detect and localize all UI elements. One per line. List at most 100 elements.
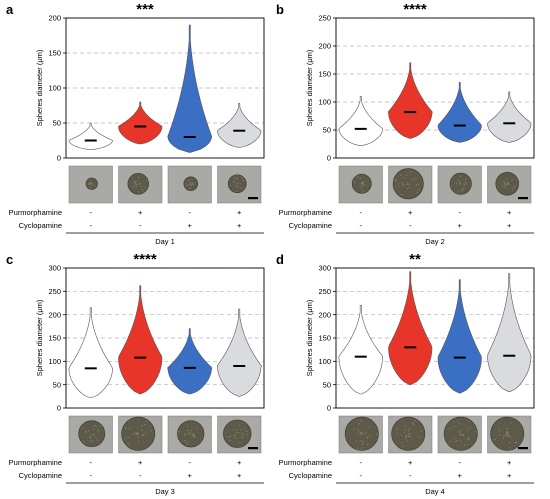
texture-dot xyxy=(506,433,508,435)
texture-dot xyxy=(243,187,245,189)
texture-dot xyxy=(409,433,411,435)
texture-dot xyxy=(89,436,91,438)
texture-dot xyxy=(404,424,406,427)
y-tick-label: 100 xyxy=(318,98,331,107)
purmorphamine-sign: - xyxy=(360,458,363,467)
texture-dot xyxy=(99,425,101,428)
texture-dot xyxy=(498,434,500,436)
texture-dot xyxy=(186,425,188,427)
y-tick-label: 50 xyxy=(323,126,331,135)
texture-dot xyxy=(417,183,420,185)
cyclopamine-label: Cyclopamine xyxy=(289,221,332,230)
texture-dot xyxy=(395,180,397,182)
texture-dot xyxy=(463,183,466,186)
texture-dot xyxy=(415,184,417,186)
sphere-image-1 xyxy=(338,165,383,204)
y-axis-label: Spheres diameter (μm) xyxy=(305,49,314,126)
texture-dot xyxy=(468,438,470,440)
panel-letter: b xyxy=(276,2,284,17)
violin-1 xyxy=(338,305,383,395)
texture-dot xyxy=(406,182,409,184)
texture-dot xyxy=(407,435,409,437)
texture-dot xyxy=(507,432,509,434)
texture-dot xyxy=(359,432,361,434)
texture-dot xyxy=(460,440,462,442)
texture-dot xyxy=(94,436,96,438)
texture-dot xyxy=(239,441,241,444)
texture-dot xyxy=(405,429,407,431)
texture-dot xyxy=(458,422,460,424)
texture-dot xyxy=(190,184,192,186)
texture-dot xyxy=(127,442,129,444)
texture-dot xyxy=(96,439,99,441)
y-tick-label: 300 xyxy=(48,264,61,273)
cyclopamine-sign: - xyxy=(139,471,142,480)
texture-dot xyxy=(359,177,361,179)
texture-dot xyxy=(144,423,146,426)
texture-dot xyxy=(129,428,131,430)
texture-dot xyxy=(354,181,356,183)
texture-dot xyxy=(89,183,92,185)
violin-2 xyxy=(388,271,433,385)
sphere-image-1 xyxy=(68,165,113,204)
texture-dot xyxy=(137,183,140,185)
texture-dot xyxy=(360,440,363,442)
plot-frame xyxy=(65,17,265,159)
texture-dot xyxy=(358,430,360,432)
texture-dot xyxy=(228,436,230,439)
texture-dot xyxy=(137,177,140,179)
texture-dot xyxy=(233,435,236,437)
sphere-image-3 xyxy=(437,415,482,454)
texture-dot xyxy=(187,429,189,432)
texture-dot xyxy=(239,183,241,185)
violin-2 xyxy=(387,62,433,139)
texture-dot xyxy=(183,433,185,435)
texture-dot xyxy=(457,191,459,193)
sphere-image-3 xyxy=(437,165,482,204)
significance-marker: **** xyxy=(133,251,157,268)
purmorphamine-sign: + xyxy=(138,458,143,467)
texture-dot xyxy=(361,431,364,434)
texture-dot xyxy=(179,431,181,433)
purmorphamine-label: Purmorphamine xyxy=(279,208,332,217)
texture-dot xyxy=(361,185,363,187)
texture-dot xyxy=(140,186,142,188)
texture-dot xyxy=(410,436,413,438)
texture-dot xyxy=(420,430,422,432)
texture-dot xyxy=(242,180,245,182)
texture-dot xyxy=(355,440,358,443)
y-tick-label: 150 xyxy=(318,70,331,79)
texture-dot xyxy=(145,187,147,189)
y-tick-label: 100 xyxy=(48,357,61,366)
texture-dot xyxy=(141,424,143,426)
sphere-image-3 xyxy=(167,415,212,454)
texture-dot xyxy=(506,431,508,434)
texture-dot xyxy=(188,179,190,181)
texture-dot xyxy=(142,433,144,435)
texture-dot xyxy=(461,433,464,436)
y-tick-label: 250 xyxy=(318,287,331,296)
texture-dot xyxy=(95,425,97,427)
y-tick-label: 250 xyxy=(48,287,61,296)
texture-dot xyxy=(240,429,242,431)
sphere-image-1 xyxy=(68,415,113,454)
texture-dot xyxy=(95,185,97,187)
texture-dot xyxy=(457,420,459,422)
texture-dot xyxy=(396,428,398,430)
texture-dot xyxy=(418,188,420,190)
texture-dot xyxy=(508,435,510,437)
texture-dot xyxy=(192,183,194,186)
texture-dot xyxy=(454,440,456,443)
texture-dot xyxy=(407,433,409,435)
texture-dot xyxy=(191,434,193,436)
texture-dot xyxy=(90,434,92,437)
texture-dot xyxy=(511,188,514,190)
texture-dot xyxy=(511,179,513,181)
texture-dot xyxy=(406,434,408,436)
purmorphamine-sign: + xyxy=(138,208,143,217)
purmorphamine-sign: - xyxy=(90,458,93,467)
sphere-image-4 xyxy=(217,165,262,204)
sphere-image-4 xyxy=(487,415,532,454)
sphere-image-2 xyxy=(388,165,433,204)
y-axis-label: Spheres diameter (μm) xyxy=(35,299,44,376)
